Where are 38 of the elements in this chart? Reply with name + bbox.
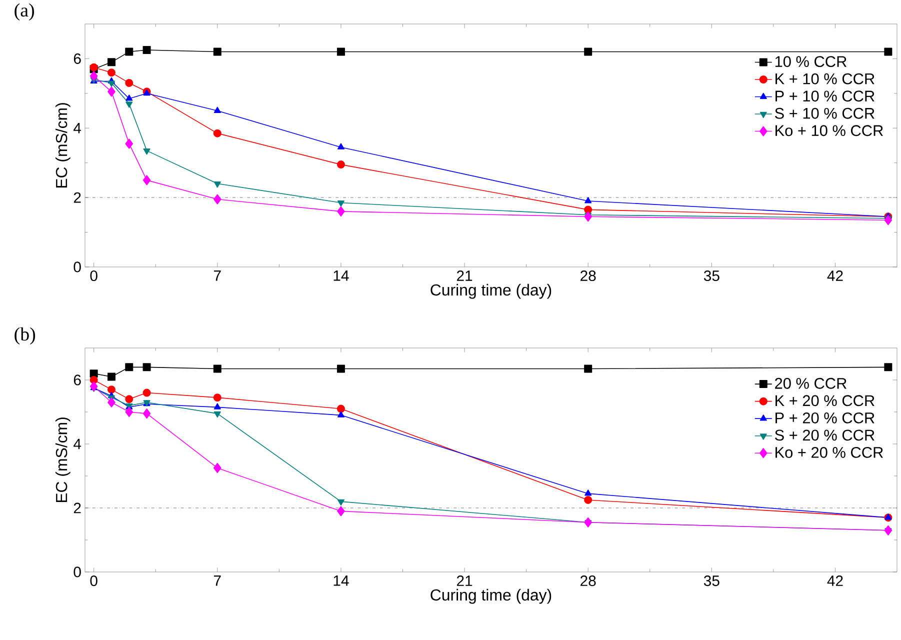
y-tick-label: 4 [74, 438, 82, 450]
legend-label: P + 10 % CCR [776, 90, 874, 102]
legend-label: S + 20 % CCR [774, 430, 874, 441]
x-tick-label: 7 [214, 576, 221, 586]
y-tick-label: 6 [74, 374, 81, 386]
x-tick-label: 35 [704, 576, 720, 586]
x-tick-label: 0 [90, 576, 98, 586]
y-tick-label: 0 [74, 566, 81, 578]
x-tick-label: 35 [704, 270, 720, 282]
x-tick-label: 21 [456, 576, 472, 586]
x-tick-label: 14 [334, 576, 349, 586]
y-tick-label: 2 [74, 502, 81, 514]
y-tick-label: 4 [74, 122, 82, 134]
legend-label: K + 10 % CCR [776, 73, 874, 84]
y-tick-label: 6 [74, 53, 81, 64]
x-axis-title: Curing time (day) [430, 588, 552, 604]
legend-label: S + 10 % CCR [774, 108, 874, 119]
x-tick-label: 28 [580, 270, 596, 282]
legend-label: K + 20 % CCR [776, 395, 874, 406]
legend-label: Ko + 10 % CCR [776, 125, 883, 136]
x-tick-label: 42 [827, 270, 843, 281]
y-axis-title: EC (mS/cm) [55, 418, 70, 502]
legend-label: P + 20 % CCR [776, 412, 874, 424]
x-tick-label: 7 [214, 270, 221, 281]
x-tick-label: 0 [90, 270, 98, 282]
x-tick-label: 28 [580, 576, 596, 586]
y-axis-title: EC (mS/cm) [55, 103, 70, 188]
legend-label: 20 % CCR [775, 378, 846, 389]
x-tick-label: 21 [456, 270, 472, 281]
legend-label: 10 % CCR [775, 56, 846, 68]
chart-title: (b) [14, 327, 36, 344]
y-tick-label: 2 [74, 192, 81, 203]
chart-title: (a) [14, 3, 34, 20]
x-tick-label: 42 [827, 576, 843, 586]
x-axis-title: Curing time (day) [430, 284, 552, 299]
legend-label: Ko + 20 % CCR [776, 446, 883, 458]
y-tick-label: 0 [74, 262, 81, 272]
x-tick-label: 14 [334, 270, 349, 281]
